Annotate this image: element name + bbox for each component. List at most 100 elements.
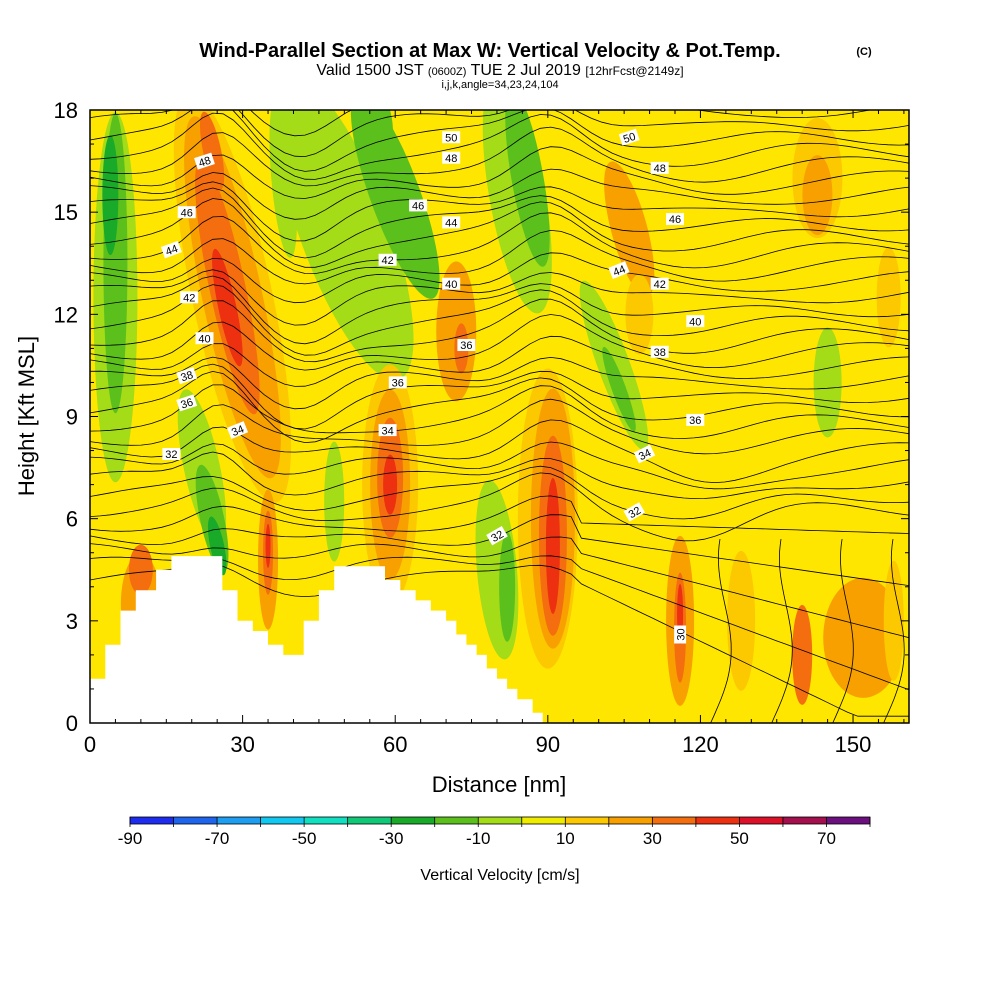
isentrope xyxy=(832,539,854,723)
isentrope xyxy=(90,126,909,187)
velocity-cell xyxy=(602,346,636,432)
colorbar-swatch xyxy=(217,817,261,824)
isentrope xyxy=(90,465,909,520)
contour-label-text: 30 xyxy=(675,628,687,640)
colorbar-tick-label: -70 xyxy=(205,829,230,848)
isentrope xyxy=(90,284,909,356)
colorbar-tick-label: -30 xyxy=(379,829,404,848)
isentrope xyxy=(883,539,905,723)
contour-label: 40 xyxy=(195,332,214,345)
x-tick-label: 120 xyxy=(682,732,719,757)
contour-label: 42 xyxy=(378,253,397,267)
colorbar-swatch xyxy=(782,817,827,824)
velocity-cell xyxy=(505,110,550,267)
isentrope xyxy=(90,198,909,268)
contour-label: 42 xyxy=(180,291,199,305)
contour-label-text: 34 xyxy=(637,447,653,463)
copyright-mark: (C) xyxy=(856,46,872,58)
y-tick-label: 0 xyxy=(66,711,78,736)
contour-label: 46 xyxy=(409,199,428,213)
contour-label-text: 50 xyxy=(622,131,637,146)
velocity-cell xyxy=(823,577,904,698)
valid-utc: (0600Z) xyxy=(428,66,467,78)
contour-label-text: 32 xyxy=(489,528,506,545)
contour-label: 48 xyxy=(650,161,669,175)
contour-label: 36 xyxy=(457,339,476,352)
colorbar-tick-label: 50 xyxy=(730,829,749,848)
contour-label-text: 36 xyxy=(689,415,701,427)
contour-label: 32 xyxy=(162,448,181,461)
contour-label: 44 xyxy=(608,261,630,279)
contour-label: 36 xyxy=(686,413,705,427)
isentrope xyxy=(90,363,909,430)
isentrope xyxy=(90,419,909,484)
plot-area: 50 50 48 48 48 46 46 46 44 44 44 42 42 42 40 40 40 38 38 36… xyxy=(90,110,909,723)
y-tick-label: 12 xyxy=(54,302,78,327)
isentrope xyxy=(249,110,872,137)
contour-label: 34 xyxy=(633,444,656,464)
y-axis-label: Height [Kft MSL] xyxy=(14,336,39,496)
isentrope xyxy=(90,181,909,242)
colorbar-swatch xyxy=(565,817,610,824)
contour-label: 30 xyxy=(674,625,687,644)
contour-label-text: 46 xyxy=(181,207,193,219)
velocity-cell xyxy=(102,135,119,256)
colorbar-swatch xyxy=(695,817,740,824)
colorbar-swatch xyxy=(608,817,653,824)
isentrope xyxy=(90,563,909,717)
contour-label-text: 34 xyxy=(381,425,393,437)
colorbar-swatch xyxy=(478,817,523,824)
valid-prefix: Valid 1500 JST xyxy=(316,62,424,79)
contour-label-text: 34 xyxy=(230,423,246,439)
contour-label-text: 50 xyxy=(445,132,457,144)
isentrope xyxy=(90,275,909,345)
isentrope xyxy=(90,252,909,304)
colorbar-swatch xyxy=(826,817,871,824)
contour-label-text: 42 xyxy=(381,255,393,267)
contour-label: 36 xyxy=(388,376,407,390)
contour-label-text: 36 xyxy=(179,396,194,411)
isentrope xyxy=(90,314,909,371)
velocity-cell xyxy=(265,523,271,568)
isentrope xyxy=(90,441,909,490)
x-tick-label: 150 xyxy=(835,732,872,757)
colorbar-swatch xyxy=(652,817,697,824)
x-tick-label: 30 xyxy=(230,732,254,757)
valid-time-line: Valid 1500 JST (0600Z) TUE 2 Jul 2019 [1… xyxy=(316,62,683,79)
colorbar-tick-label: -90 xyxy=(118,829,143,848)
contour-label: 46 xyxy=(177,206,196,219)
colorbar-swatch xyxy=(739,817,784,824)
y-tick-label: 18 xyxy=(54,98,78,123)
contour-label-text: 44 xyxy=(445,218,457,230)
contour-label-text: 32 xyxy=(627,505,644,522)
contour-label-text: 40 xyxy=(198,333,210,345)
contour-label-text: 36 xyxy=(460,340,472,352)
x-tick-label: 0 xyxy=(84,732,96,757)
velocity-cell xyxy=(128,544,153,595)
velocity-cell xyxy=(199,111,225,191)
isentrope xyxy=(771,539,793,723)
colorbar-tick-label: 70 xyxy=(817,829,836,848)
velocity-cell xyxy=(383,454,398,515)
contour-label-text: 46 xyxy=(669,214,681,226)
contour-label-text: 44 xyxy=(612,263,628,279)
isentrope xyxy=(90,110,909,158)
isentrope xyxy=(90,495,909,534)
contour-label: 32 xyxy=(623,502,646,522)
contour-label-text: 44 xyxy=(164,243,180,258)
colorbar-swatch xyxy=(260,817,305,824)
isentrope xyxy=(90,110,909,172)
isentrope xyxy=(90,356,909,410)
contour-label-text: 32 xyxy=(165,449,177,461)
contour-label: 34 xyxy=(378,424,397,437)
colorbar-swatch xyxy=(130,817,174,824)
contour-label-text: 46 xyxy=(412,201,424,213)
colorbar-swatch xyxy=(434,817,479,824)
contour-label: 40 xyxy=(686,315,705,328)
contour-label-text: 38 xyxy=(179,369,194,384)
colorbar-label: Vertical Velocity [cm/s] xyxy=(420,867,579,884)
contour-label-text: 48 xyxy=(445,153,457,165)
contour-label: 40 xyxy=(442,277,461,291)
